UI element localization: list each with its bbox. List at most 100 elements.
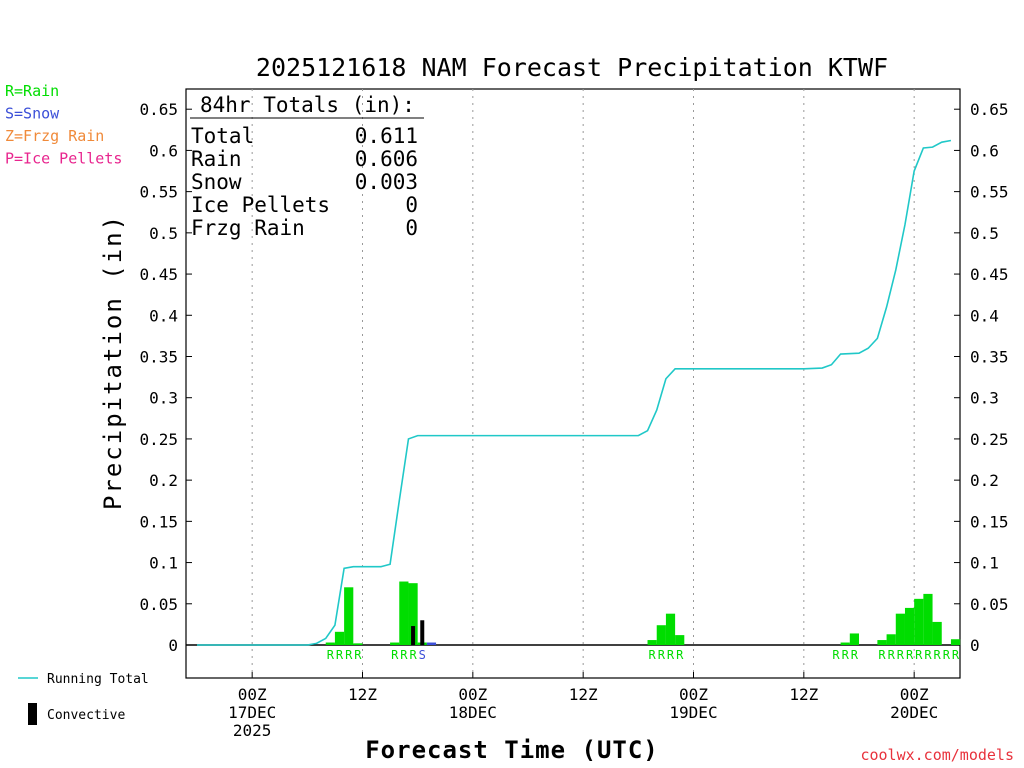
ptype-letter: R	[915, 648, 923, 662]
y-tick-label: 0.65	[139, 100, 178, 119]
ptype-letter: R	[345, 648, 353, 662]
ptype-letter: R	[924, 648, 932, 662]
y-tick-label-right: 0.4	[970, 306, 999, 325]
precip-bar	[923, 593, 933, 645]
convective-bar	[420, 620, 425, 645]
x-tick-label: 20DEC	[890, 703, 938, 722]
totals-table: 84hr Totals (in): Total 0.611 Rain 0.606 Sno…	[190, 93, 424, 240]
precip-bar	[656, 625, 666, 645]
x-tick-label: 00Z	[900, 685, 929, 704]
ptype-letter: R	[391, 648, 399, 662]
y-tick-label: 0.45	[139, 265, 178, 284]
totals-row-label: Total	[191, 124, 254, 148]
totals-header: 84hr Totals (in):	[200, 93, 415, 117]
ptype-letter: R	[934, 648, 942, 662]
ptype-letter: R	[878, 648, 886, 662]
y-tick-label: 0	[168, 636, 178, 655]
ptype-letter: R	[409, 648, 417, 662]
y-tick-label: 0.6	[149, 141, 178, 160]
precip-bar	[840, 642, 850, 645]
type-legend-item: Z=Frzg Rain	[5, 127, 104, 145]
ptype-letter: R	[906, 648, 914, 662]
y-tick-label-right: 0.35	[970, 347, 1009, 366]
ptype-letter: S	[419, 648, 426, 662]
precip-bar	[877, 640, 887, 645]
precip-type-legend: R=Rain S=Snow Z=Frzg Rain P=Ice Pellets	[5, 82, 122, 168]
ptype-letter: R	[943, 648, 951, 662]
totals-row-value: 0	[405, 193, 418, 217]
totals-row-value: 0.003	[355, 170, 418, 194]
y-tick-label-right: 0.1	[970, 554, 999, 573]
ptype-letter: R	[842, 648, 850, 662]
running-total-line	[197, 139, 952, 646]
y-tick-label: 0.4	[149, 306, 178, 325]
x-tick-label: 00Z	[238, 685, 267, 704]
y-tick-label: 0.35	[139, 347, 178, 366]
y-axis-label: Precipitation (in)	[99, 214, 127, 510]
totals-rows: Total 0.611 Rain 0.606 Snow 0.003 Ice Pellets 0…	[191, 124, 418, 240]
y-axis-left: 0 0.05 0.1 0.15 0.2 0.25 0.3 0.35 0.4 0.45 0.5 0.55…	[139, 100, 192, 655]
ptype-letter: R	[649, 648, 657, 662]
x-tick-label: 12Z	[569, 685, 598, 704]
x-tick-label: 17DEC	[228, 703, 276, 722]
precip-bar	[886, 634, 896, 645]
y-tick-label-right: 0.45	[970, 265, 1009, 284]
y-tick-label-right: 0.65	[970, 100, 1009, 119]
ptype-letter: R	[336, 648, 344, 662]
precip-bar	[399, 581, 409, 645]
x-axis-label: Forecast Time (UTC)	[365, 736, 659, 764]
y-tick-label: 0.3	[149, 389, 178, 408]
precip-bar	[675, 635, 685, 645]
ptype-letter: R	[952, 648, 960, 662]
y-tick-label-right: 0.15	[970, 512, 1009, 531]
precip-bar	[334, 631, 345, 645]
ptype-letter: R	[400, 648, 408, 662]
totals-row-value: 0	[405, 216, 418, 240]
y-tick-label-right: 0.2	[970, 471, 999, 490]
y-tick-label: 0.25	[139, 430, 178, 449]
convective-bar	[411, 626, 416, 645]
precip-bar	[849, 633, 859, 645]
precip-bar	[344, 587, 354, 645]
x-tick-label: 00Z	[458, 685, 487, 704]
x-tick-label: 19DEC	[669, 703, 717, 722]
y-tick-label: 0.05	[139, 595, 178, 614]
x-tick-label: 18DEC	[449, 703, 497, 722]
precip-bar	[950, 639, 961, 645]
x-tick-label: 12Z	[789, 685, 818, 704]
precip-bar	[665, 613, 676, 645]
y-axis-right: 0 0.05 0.1 0.15 0.2 0.25 0.3 0.35 0.4 0.45 0.5 0.55…	[954, 100, 1009, 655]
y-tick-label: 0.15	[139, 512, 178, 531]
totals-row-value: 0.606	[355, 147, 418, 171]
y-tick-label: 0.1	[149, 554, 178, 573]
x-tick-label: 2025	[233, 721, 272, 740]
y-tick-label-right: 0.6	[970, 141, 999, 160]
totals-row-label: Snow	[191, 170, 242, 194]
y-tick-label: 0.55	[139, 183, 178, 202]
vertical-gridlines	[251, 89, 915, 678]
bar-series	[325, 581, 961, 645]
legend-box-swatch	[28, 703, 37, 725]
snow-bar	[426, 642, 437, 645]
bottom-legend-label: Running Total	[47, 672, 149, 687]
precip-bar	[353, 643, 363, 645]
totals-row-label: Rain	[191, 147, 242, 171]
credit-text: coolwx.com/models	[860, 746, 1014, 764]
precip-bar	[647, 640, 657, 645]
chart-title: 2025121618 NAM Forecast Precipitation KT…	[256, 53, 888, 82]
type-legend-item: S=Snow	[5, 105, 60, 123]
type-legend-item: P=Ice Pellets	[5, 150, 122, 168]
y-tick-label-right: 0	[970, 636, 980, 655]
precip-bar	[408, 583, 418, 645]
bottom-legend-label: Convective	[47, 708, 125, 723]
ptype-letter: R	[658, 648, 666, 662]
totals-row-label: Frzg Rain	[191, 216, 305, 240]
y-tick-label: 0.5	[149, 224, 178, 243]
x-tick-label: 12Z	[348, 685, 377, 704]
precip-bar	[904, 607, 915, 645]
y-tick-label-right: 0.25	[970, 430, 1009, 449]
y-tick-label: 0.2	[149, 471, 178, 490]
ptype-letter: R	[897, 648, 905, 662]
totals-row-label: Ice Pellets	[191, 193, 330, 217]
